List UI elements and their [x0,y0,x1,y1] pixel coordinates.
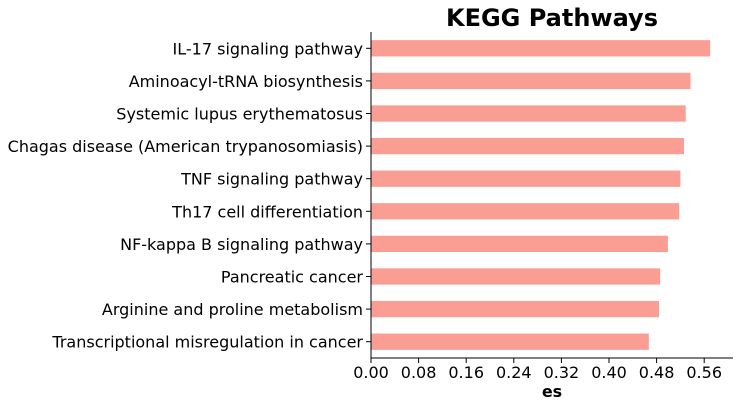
category-label: NF-kappa B signaling pathway [120,235,363,254]
bar [371,333,649,350]
x-tick-label: 0.32 [544,363,580,382]
bar [371,268,661,285]
category-label: Aminoacyl-tRNA biosynthesis [129,72,363,91]
bar [371,72,691,90]
bar [371,137,684,155]
chart-title: KEGG Pathways [446,4,658,32]
bar [371,105,686,122]
category-label: TNF signaling pathway [180,170,363,189]
x-tick-label: 0.40 [591,363,627,382]
category-label: IL-17 signaling pathway [173,39,363,58]
x-axis-ticks: 0.00 0.08 0.16 0.24 0.32 0.40 0.48 0.56 [353,358,722,382]
bars-group [371,40,711,350]
category-label: Th17 cell differentiation [171,202,363,221]
category-label: Arginine and proline metabolism [102,300,363,319]
bar [371,235,668,253]
bar [371,300,659,318]
bar [371,170,681,187]
bar [371,203,680,220]
category-labels: IL-17 signaling pathway Aminoacyl-tRNA bi… [8,39,371,352]
x-tick-label: 0.08 [401,363,437,382]
x-axis-label: es [542,382,562,401]
category-label: Transcriptional misregulation in cancer [51,333,363,352]
x-tick-label: 0.16 [448,363,484,382]
x-tick-label: 0.00 [353,363,389,382]
category-label: Pancreatic cancer [221,268,364,287]
category-label: Systemic lupus erythematosus [116,105,363,124]
bar [371,40,711,57]
x-tick-label: 0.56 [686,363,722,382]
x-tick-label: 0.48 [639,363,675,382]
x-tick-label: 0.24 [496,363,532,382]
category-label: Chagas disease (American trypanosomiasis… [8,137,363,156]
